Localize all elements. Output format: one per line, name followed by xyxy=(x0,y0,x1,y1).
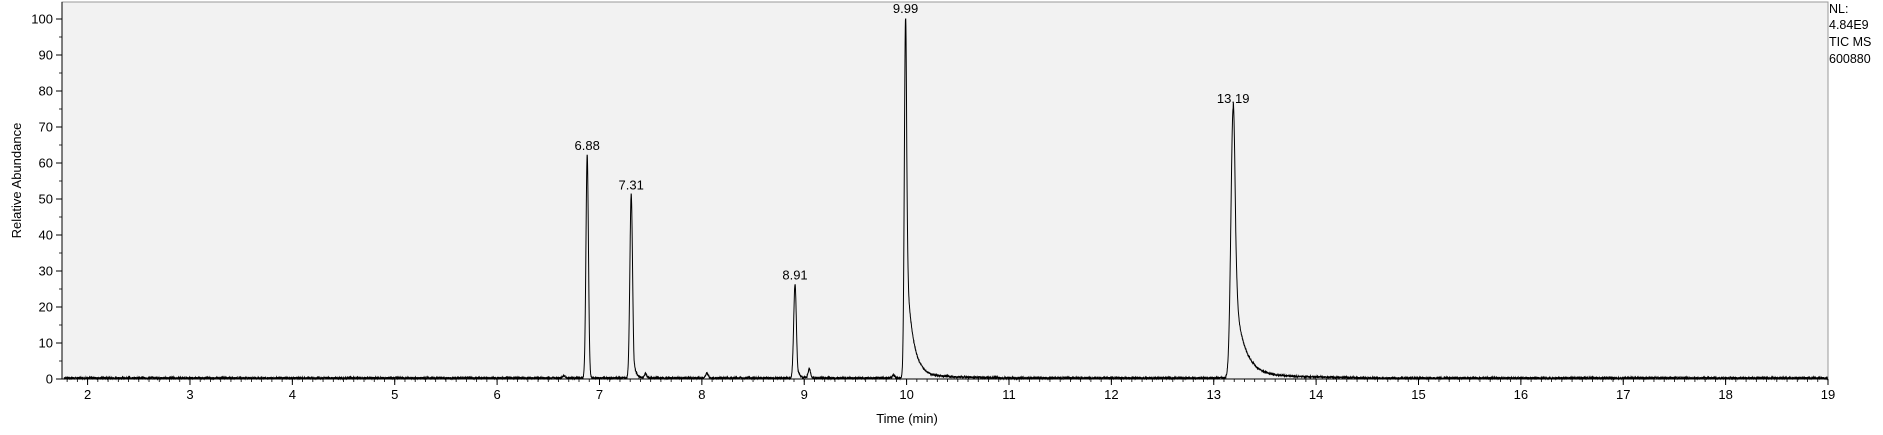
x-axis-title: Time (min) xyxy=(876,411,938,426)
y-tick-label: 60 xyxy=(39,156,53,171)
y-tick-label: 50 xyxy=(39,192,53,207)
peak-label: 13.19 xyxy=(1217,91,1250,106)
x-tick-label: 11 xyxy=(1002,387,1016,402)
info-nl-label: NL: xyxy=(1829,2,1848,16)
x-tick-label: 3 xyxy=(186,387,193,402)
y-tick-label: 100 xyxy=(31,12,53,27)
info-scan-type: TIC MS xyxy=(1829,35,1871,49)
x-tick-label: 12 xyxy=(1104,387,1118,402)
x-tick-label: 15 xyxy=(1411,387,1425,402)
peak-label: 7.31 xyxy=(619,177,644,192)
info-nl-value: 4.84E9 xyxy=(1829,18,1869,32)
x-tick-label: 6 xyxy=(493,387,500,402)
peak-label: 6.88 xyxy=(575,138,600,153)
y-tick-label: 80 xyxy=(39,84,53,99)
x-tick-label: 9 xyxy=(801,387,808,402)
x-tick-label: 14 xyxy=(1309,387,1323,402)
y-axis: 0 10 20 30 40 50 60 70 80 90 100 xyxy=(31,2,63,387)
peak-label: 8.91 xyxy=(782,267,807,282)
y-tick-label: 0 xyxy=(46,372,53,387)
peak-label: 9.99 xyxy=(893,1,918,16)
x-axis: 2 3 4 5 6 7 8 9 10 11 12 13 14 15 16 17 18 19 xyxy=(62,378,1835,402)
y-tick-label: 20 xyxy=(39,300,53,315)
peak-labels: 6.88 7.31 8.91 9.99 13.19 xyxy=(575,1,1250,282)
y-tick-label: 10 xyxy=(39,336,53,351)
x-tick-label: 19 xyxy=(1821,387,1835,402)
y-tick-label: 30 xyxy=(39,264,53,279)
y-tick-label: 40 xyxy=(39,228,53,243)
plot-area xyxy=(61,1,1829,380)
y-axis-title: Relative Abundance xyxy=(9,123,24,239)
x-tick-label: 13 xyxy=(1207,387,1221,402)
x-tick-label: 2 xyxy=(84,387,91,402)
x-tick-label: 5 xyxy=(391,387,398,402)
x-tick-label: 16 xyxy=(1514,387,1528,402)
y-tick-label: 70 xyxy=(39,120,53,135)
x-tick-label: 18 xyxy=(1718,387,1732,402)
info-sample-id: 600880 xyxy=(1829,52,1871,66)
x-tick-label: 17 xyxy=(1616,387,1630,402)
tic-trace xyxy=(63,18,1828,381)
x-tick-label: 4 xyxy=(289,387,296,402)
x-tick-label: 8 xyxy=(698,387,705,402)
y-tick-label: 90 xyxy=(39,48,53,63)
x-tick-label: 10 xyxy=(899,387,913,402)
x-tick-label: 7 xyxy=(596,387,603,402)
